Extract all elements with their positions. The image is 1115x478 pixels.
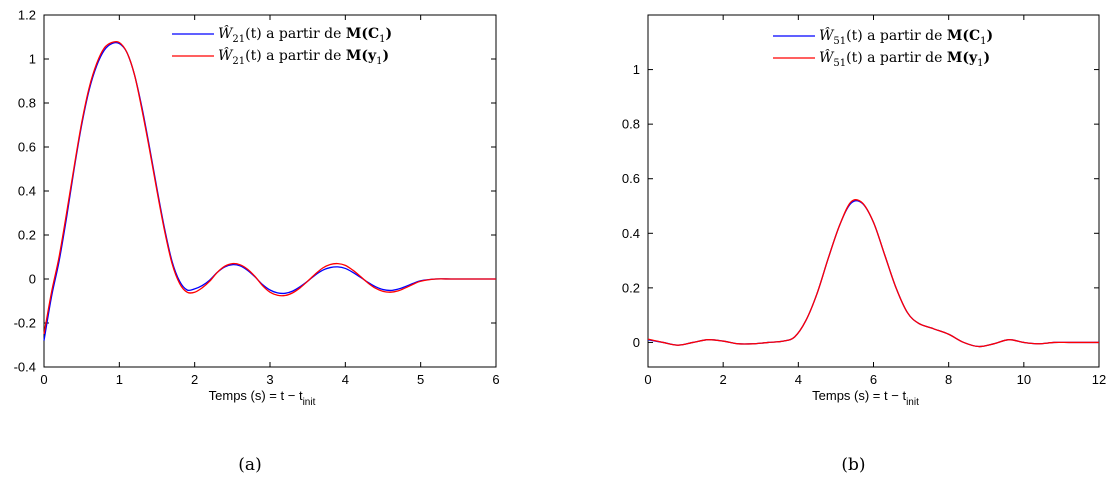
y-tick-label: 0.4	[622, 226, 640, 241]
legend-symbol: Ŵ	[218, 46, 234, 64]
x-tick-label: 0	[644, 372, 651, 387]
x-tick-label: 0	[40, 372, 47, 387]
series-line-2	[647, 198, 1100, 348]
legend-close: )	[987, 28, 994, 44]
y-tick-label: 0	[29, 272, 36, 287]
legend-label-1: Ŵ51(t) a partir de M(C1)	[819, 26, 993, 47]
legend-bold-subscript: 1	[980, 36, 986, 47]
legend-close: )	[984, 50, 991, 66]
y-tick-label: 1	[29, 52, 36, 67]
x-tick-label: 6	[492, 372, 499, 387]
legend-label-1: Ŵ21(t) a partir de M(C1)	[218, 24, 392, 45]
y-tick-label: 0	[633, 335, 640, 350]
legend-text: (t) a partir de	[846, 50, 947, 66]
x-tick-label: 3	[266, 372, 273, 387]
y-tick-label: 0.2	[18, 228, 36, 243]
legend-text: (t) a partir de	[245, 48, 346, 64]
plot-area	[43, 14, 497, 368]
plot-area	[647, 14, 1100, 368]
legend-label-2: Ŵ21(t) a partir de M(y1)	[218, 46, 389, 67]
x-tick-label: 1	[116, 372, 123, 387]
series-line-2	[43, 40, 496, 335]
y-tick-label: -0.4	[14, 360, 36, 375]
y-tick-label: 1	[633, 62, 640, 77]
legend-subscript: 21	[232, 34, 245, 45]
legend-text: (t) a partir de	[245, 26, 346, 42]
panel-caption: (b)	[841, 455, 865, 475]
legend-close: )	[386, 26, 393, 42]
legend-subscript: 51	[833, 58, 846, 69]
x-axis-label-subscript: init	[906, 397, 919, 408]
x-axis-label-main: Temps (s) = t − t	[209, 388, 303, 403]
x-tick-label: 5	[417, 372, 424, 387]
legend-subscript: 21	[232, 56, 245, 67]
panel-caption: (a)	[238, 455, 261, 475]
x-tick-label: 2	[191, 372, 198, 387]
legend-close: )	[383, 48, 390, 64]
legend-text: (t) a partir de	[846, 28, 947, 44]
x-axis-label: Temps (s) = t − tinit	[812, 388, 919, 408]
x-tick-label: 8	[945, 372, 952, 387]
y-tick-label: 0.4	[18, 184, 36, 199]
legend-subscript: 51	[833, 36, 846, 47]
legend-bold-subscript: 1	[379, 34, 385, 45]
legend-label-2: Ŵ51(t) a partir de M(y1)	[819, 48, 990, 69]
x-tick-label: 2	[720, 372, 727, 387]
x-axis-label: Temps (s) = t − tinit	[209, 388, 316, 408]
x-tick-label: 4	[342, 372, 349, 387]
x-tick-label: 4	[795, 372, 802, 387]
y-tick-label: 1.2	[18, 8, 36, 23]
x-axis-label-main: Temps (s) = t − t	[812, 388, 906, 403]
legend-symbol: Ŵ	[819, 48, 835, 66]
y-tick-label: 0.8	[18, 96, 36, 111]
x-axis-label-subscript: init	[303, 397, 316, 408]
x-tick-label: 6	[870, 372, 877, 387]
y-tick-label: 0.2	[622, 280, 640, 295]
x-tick-label: 10	[1017, 372, 1031, 387]
legend-symbol: Ŵ	[819, 26, 835, 44]
chart-panel-a: 0 1 2 3 4 5 6 -0.4 -0.2 0 0.2 0.4 0.6 0.8 1 1.2 Temps (s…	[14, 8, 500, 476]
legend-bold-subscript: 1	[376, 56, 382, 67]
legend-bold-subscript: 1	[977, 58, 983, 69]
x-tick-label: 12	[1092, 372, 1106, 387]
y-tick-label: 0.8	[622, 117, 640, 132]
legend-symbol: Ŵ	[218, 24, 234, 42]
legend-bold: M(y	[947, 50, 978, 66]
y-tick-label: 0.6	[622, 171, 640, 186]
legend-bold: M(C	[947, 28, 980, 44]
legend-bold: M(C	[346, 26, 379, 42]
y-tick-label: -0.2	[14, 316, 36, 331]
y-tick-label: 0.6	[18, 140, 36, 155]
legend-bold: M(y	[346, 48, 377, 64]
chart-panel-b: 0 2 4 6 8 10 12 0 0.2 0.4 0.6 0.8 1 Temps (s) = t − t…	[622, 14, 1106, 475]
